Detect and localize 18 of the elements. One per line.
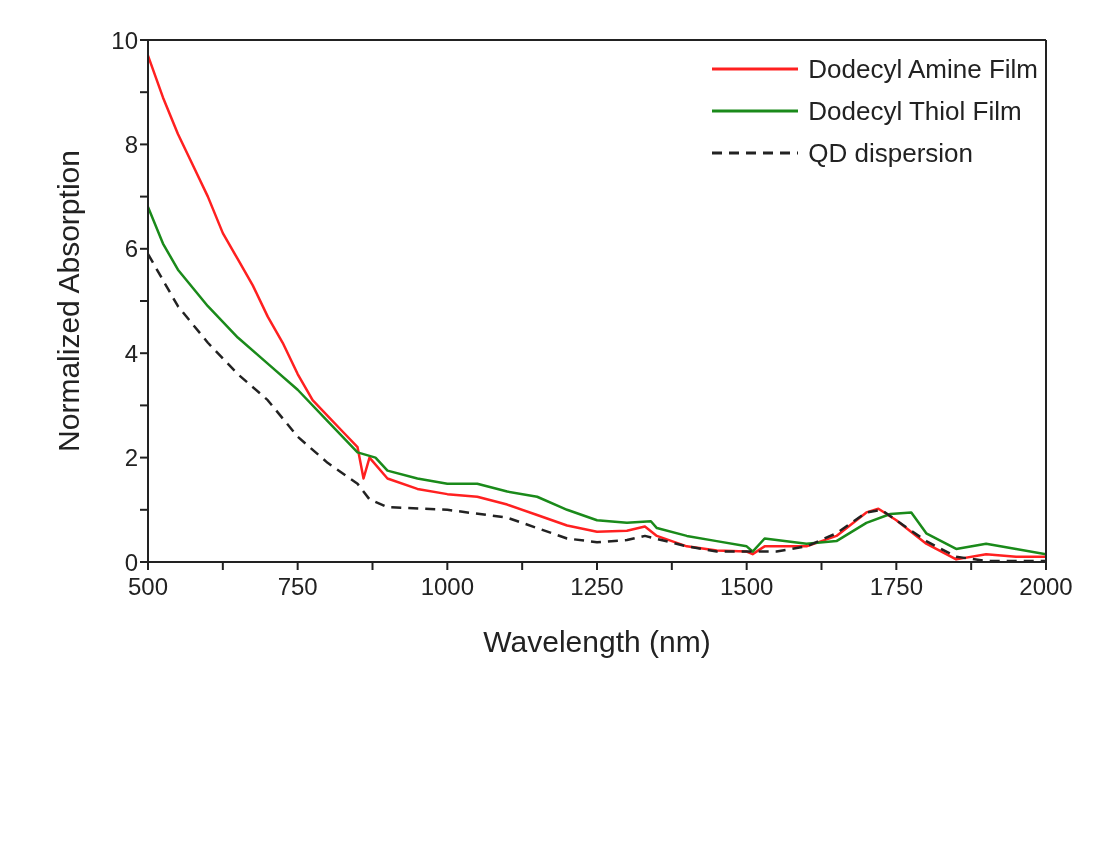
x-tick-label: 500 <box>127 573 169 601</box>
y-tick-label: 10 <box>111 26 138 54</box>
legend-label: QD dispersion <box>808 137 973 170</box>
x-tick-label: 750 <box>277 573 318 601</box>
y-axis-title: Normalized Absorption <box>51 150 85 452</box>
x-tick-label: 1750 <box>869 573 924 601</box>
x-tick-label: 1000 <box>420 573 475 601</box>
y-tick-label: 8 <box>124 130 138 158</box>
x-tick-label: 1250 <box>570 573 624 601</box>
y-tick-label: 2 <box>124 444 138 472</box>
y-tick-label: 6 <box>124 235 138 263</box>
x-tick-label: 2000 <box>1019 573 1073 601</box>
legend-label: Dodecyl Amine Film <box>808 53 1038 86</box>
y-tick-label: 0 <box>124 548 138 576</box>
y-tick-label: 4 <box>124 339 138 367</box>
x-axis-title: Wavelength (nm) <box>483 625 711 658</box>
legend-label: Dodecyl Thiol Film <box>808 95 1022 128</box>
x-tick-label: 1500 <box>719 573 774 601</box>
